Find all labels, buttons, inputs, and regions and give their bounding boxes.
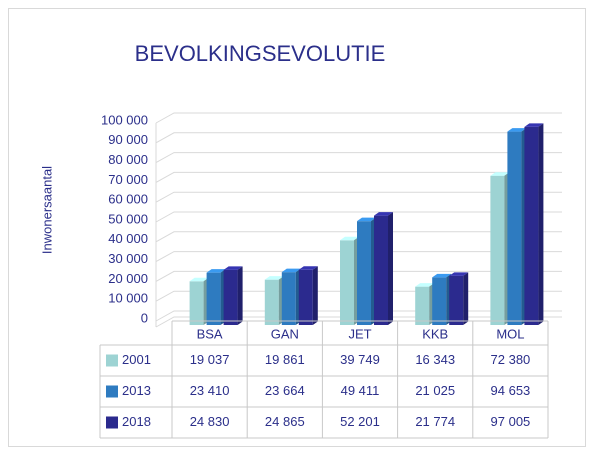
- legend-label: 2018: [122, 414, 151, 429]
- table-value: 24 830: [190, 414, 230, 429]
- table-value: 52 201: [340, 414, 380, 429]
- bar-side: [312, 266, 318, 325]
- y-tick-label: 30 000: [108, 251, 148, 266]
- bar: [340, 240, 354, 325]
- grid-line: [155, 191, 562, 203]
- bar: [507, 131, 522, 325]
- legend-swatch: [106, 416, 118, 429]
- table-value: 23 410: [190, 383, 230, 398]
- x-tick-label: JET: [348, 326, 371, 341]
- table-value: 19 037: [190, 352, 230, 367]
- bar: [432, 277, 447, 325]
- bar: [374, 215, 388, 325]
- legend-label: 2001: [122, 352, 151, 367]
- y-axis-label: Inwonersaantal: [39, 166, 54, 254]
- table-value: 19 861: [265, 352, 305, 367]
- bar-top: [223, 266, 243, 270]
- x-tick-label: GAN: [271, 326, 299, 341]
- bar: [298, 269, 313, 325]
- bar: [449, 275, 464, 325]
- table-value: 21 025: [415, 383, 455, 398]
- table-value: 49 411: [341, 383, 380, 398]
- grid-line: [155, 171, 562, 183]
- bar-top: [449, 272, 469, 276]
- legend-label: 2013: [122, 383, 151, 398]
- y-tick-label: 50 000: [108, 211, 148, 226]
- x-tick-label: KKB: [422, 326, 448, 341]
- bar: [415, 286, 430, 325]
- bar-top: [374, 212, 393, 216]
- bar-top: [340, 236, 359, 241]
- chart-border: [8, 8, 586, 447]
- bar-side: [237, 266, 243, 325]
- table-value: 23 664: [265, 383, 305, 398]
- table-value: 72 380: [491, 352, 531, 367]
- bar-side: [463, 272, 469, 325]
- table-value: 21 774: [415, 414, 455, 429]
- bar-top: [264, 276, 284, 280]
- bar-top: [524, 123, 544, 127]
- bar-top: [432, 273, 452, 278]
- bar: [189, 281, 204, 325]
- grid-line: [155, 211, 562, 223]
- bar-side: [538, 123, 544, 325]
- bar: [281, 272, 296, 325]
- bar-top: [281, 268, 301, 273]
- table-value: 16 343: [415, 352, 455, 367]
- table-value: 97 005: [491, 414, 531, 429]
- grid-line: [155, 112, 562, 124]
- y-tick-label: 80 000: [108, 152, 148, 167]
- legend-swatch: [106, 385, 118, 398]
- grid-line: [155, 251, 562, 263]
- y-tick-label: 100 000: [101, 112, 148, 127]
- x-tick-label: MOL: [496, 326, 524, 341]
- bar-top: [206, 269, 226, 273]
- y-tick-label: 90 000: [108, 132, 148, 147]
- table-value: 24 865: [265, 414, 305, 429]
- bar: [357, 221, 371, 325]
- bar: [206, 272, 221, 325]
- bar-top: [189, 277, 209, 282]
- bar-side: [388, 212, 393, 325]
- bar-top: [298, 266, 318, 270]
- y-tick-label: 60 000: [108, 192, 148, 207]
- y-tick-label: 20 000: [108, 271, 148, 286]
- y-tick-label: 10 000: [108, 291, 148, 306]
- y-tick-label: 0: [141, 310, 148, 325]
- y-tick-label: 40 000: [108, 231, 148, 246]
- bar-top: [507, 128, 527, 132]
- table-value: 94 653: [491, 383, 531, 398]
- grid-line: [155, 152, 562, 164]
- y-tick-label: 70 000: [108, 172, 148, 187]
- bar-top: [357, 217, 376, 222]
- bar: [524, 126, 539, 325]
- bar: [264, 279, 279, 325]
- bar: [223, 269, 238, 325]
- bar-top: [415, 283, 435, 287]
- bar: [490, 175, 505, 325]
- chart-title: BEVOLKINGSEVOLUTIE: [135, 41, 386, 66]
- grid-line: [155, 270, 562, 282]
- grid-line: [155, 231, 562, 243]
- grid-line: [155, 132, 562, 144]
- bar-top: [490, 172, 510, 176]
- table-value: 39 749: [340, 352, 380, 367]
- legend-swatch: [106, 354, 118, 367]
- x-tick-label: BSA: [197, 326, 223, 341]
